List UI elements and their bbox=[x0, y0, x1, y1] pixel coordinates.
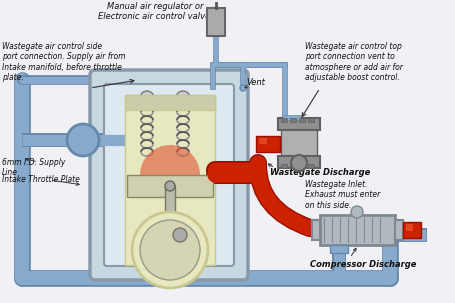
Bar bbox=[289, 118, 295, 122]
Bar bbox=[280, 164, 286, 168]
Text: Wastegate Inlet.
Exhaust must enter
on this side.: Wastegate Inlet. Exhaust must enter on t… bbox=[304, 180, 379, 210]
Bar bbox=[405, 224, 412, 231]
Bar bbox=[258, 138, 267, 144]
Bar bbox=[278, 156, 319, 168]
Circle shape bbox=[176, 91, 190, 105]
Bar bbox=[165, 186, 175, 241]
Wedge shape bbox=[140, 145, 200, 175]
Bar bbox=[125, 95, 214, 265]
Bar bbox=[255, 136, 279, 152]
Text: 6mm I.D. Supply
Line: 6mm I.D. Supply Line bbox=[2, 158, 65, 177]
Bar bbox=[394, 220, 402, 240]
Text: Wastegate air control side
port connection. Supply air from
Intake manifold, bef: Wastegate air control side port connecti… bbox=[2, 42, 125, 82]
Bar bbox=[307, 164, 313, 168]
Circle shape bbox=[350, 206, 362, 218]
Bar bbox=[298, 118, 304, 122]
Bar bbox=[278, 118, 319, 130]
Circle shape bbox=[239, 85, 245, 91]
Circle shape bbox=[290, 155, 306, 171]
Bar bbox=[280, 118, 286, 122]
FancyBboxPatch shape bbox=[104, 84, 233, 266]
Text: Intake Throttle Plate: Intake Throttle Plate bbox=[2, 175, 80, 184]
Bar bbox=[289, 164, 295, 168]
Bar bbox=[402, 222, 420, 238]
Bar bbox=[207, 8, 224, 36]
Circle shape bbox=[172, 228, 187, 242]
Bar bbox=[125, 95, 214, 110]
Bar bbox=[311, 220, 319, 240]
Text: Wastegate Discharge: Wastegate Discharge bbox=[269, 168, 369, 177]
FancyBboxPatch shape bbox=[90, 70, 248, 280]
Circle shape bbox=[140, 220, 200, 280]
Circle shape bbox=[131, 212, 207, 288]
Circle shape bbox=[140, 91, 154, 105]
Circle shape bbox=[67, 124, 99, 156]
Circle shape bbox=[165, 181, 175, 191]
Bar bbox=[319, 215, 394, 245]
Text: Wastegate air control top
port connection vent to
atmosphere or add air for
adju: Wastegate air control top port connectio… bbox=[304, 42, 402, 82]
Text: Vent: Vent bbox=[245, 78, 264, 86]
Text: Manual air regulator or
Electronic air control valve.: Manual air regulator or Electronic air c… bbox=[97, 2, 212, 22]
Bar bbox=[127, 175, 212, 197]
Bar bbox=[280, 128, 316, 158]
Bar bbox=[298, 164, 304, 168]
Bar bbox=[307, 118, 313, 122]
Text: Compressor Discharge: Compressor Discharge bbox=[309, 260, 415, 269]
Bar bbox=[329, 245, 347, 253]
